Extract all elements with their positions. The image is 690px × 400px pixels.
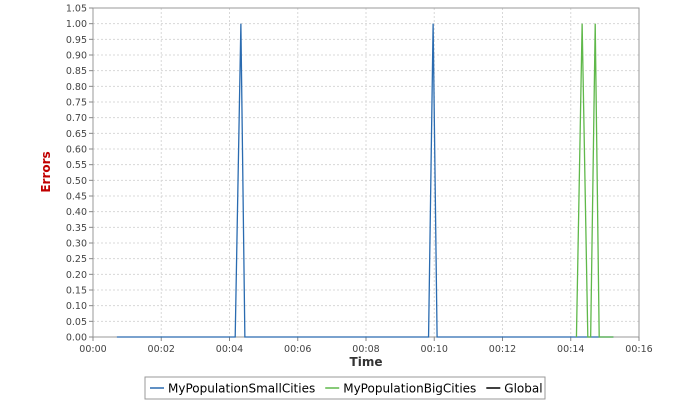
x-tick-label: 00:14 (557, 344, 584, 355)
x-tick-label: 00:04 (216, 344, 243, 355)
y-tick-label: 0.55 (66, 160, 87, 171)
x-tick-label: 00:06 (284, 344, 311, 355)
x-tick-label: 00:10 (421, 344, 448, 355)
y-tick-label: 0.50 (66, 176, 87, 187)
x-axis-ticks: 00:00 00:02 00:04 00:06 00:08 00:10 00:12 00:14… (79, 337, 653, 355)
y-tick-label: 0.80 (66, 82, 87, 93)
y-tick-label: 0.75 (66, 98, 87, 109)
y-tick-label: 0.45 (66, 192, 87, 203)
y-tick-label: 0.35 (66, 223, 87, 234)
legend-box (144, 376, 546, 400)
y-tick-label: 0.60 (66, 145, 87, 156)
series-lines (116, 23, 614, 338)
y-tick-label: 0.05 (66, 317, 87, 328)
x-tick-label: 00:02 (148, 344, 175, 355)
y-tick-label: 0.95 (66, 35, 87, 46)
series-line-mypopulationsmallcities (116, 23, 614, 338)
y-tick-label: 0.70 (66, 113, 87, 124)
legend-item-label: MyPopulationSmallCities (168, 382, 315, 396)
y-tick-label: 1.00 (66, 19, 87, 30)
y-tick-label: 0.20 (66, 270, 87, 281)
y-tick-label: 0.10 (66, 301, 87, 312)
x-tick-label: 00:08 (352, 344, 379, 355)
legend-item-label: Global (504, 382, 542, 396)
y-tick-label: 0.40 (66, 207, 87, 218)
y-tick-label: 1.05 (66, 4, 87, 15)
y-tick-label: 0.00 (66, 333, 87, 344)
y-axis-ticks: 0.00 0.05 0.10 0.15 0.20 0.25 0.30 0.35 0.40 0.45… (66, 4, 93, 344)
y-tick-label: 0.90 (66, 51, 87, 62)
series-line-mypopulationbigcities (575, 23, 614, 338)
y-axis-title: Errors (39, 151, 53, 192)
legend: MyPopulationSmallCities MyPopulationBigCi… (150, 382, 543, 396)
legend-item-label: MyPopulationBigCities (343, 382, 476, 396)
y-tick-label: 0.25 (66, 254, 87, 265)
x-tick-label: 00:00 (79, 344, 106, 355)
y-tick-label: 0.85 (66, 66, 87, 77)
y-tick-label: 0.30 (66, 239, 87, 250)
y-tick-label: 0.65 (66, 129, 87, 140)
y-tick-label: 0.15 (66, 286, 87, 297)
x-tick-label: 00:12 (489, 344, 516, 355)
x-tick-label: 00:16 (625, 344, 652, 355)
x-axis-title: Time (350, 355, 383, 369)
